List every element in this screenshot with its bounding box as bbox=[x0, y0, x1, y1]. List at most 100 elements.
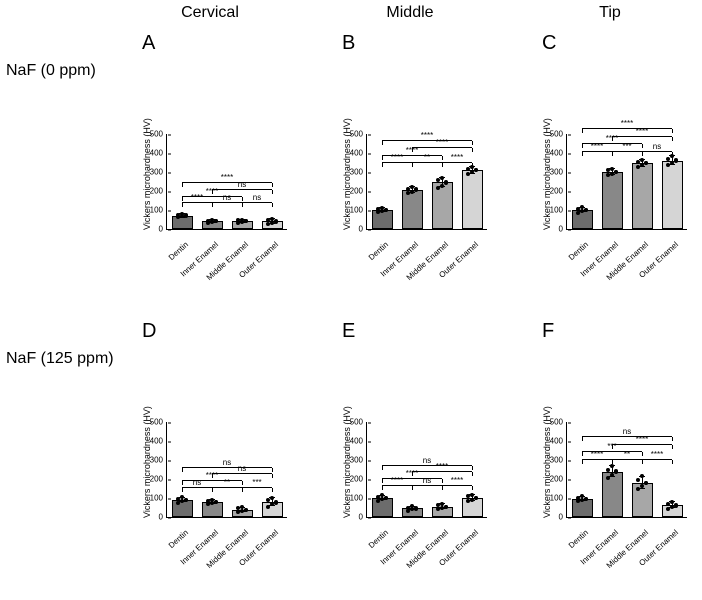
sig-label: ns bbox=[253, 193, 261, 202]
y-tick: 500 bbox=[150, 130, 167, 139]
sig-bracket-tick bbox=[472, 486, 473, 490]
sig-bracket bbox=[242, 202, 272, 203]
data-point bbox=[440, 176, 444, 180]
y-tick: 300 bbox=[550, 456, 567, 465]
y-tick: 300 bbox=[350, 168, 367, 177]
sig-bracket-tick bbox=[442, 156, 443, 160]
sig-bracket bbox=[582, 451, 642, 452]
plot-area: 0100200300400500*****************ns bbox=[566, 422, 687, 518]
data-point bbox=[606, 468, 610, 472]
sig-bracket bbox=[412, 485, 442, 486]
data-point bbox=[214, 500, 218, 504]
sig-bracket bbox=[182, 480, 242, 481]
data-point bbox=[244, 219, 248, 223]
y-tick: 500 bbox=[350, 418, 367, 427]
plot-area: 0100200300400500****ns************ns bbox=[366, 422, 487, 518]
data-point bbox=[644, 481, 648, 485]
y-tick: 300 bbox=[150, 168, 167, 177]
y-tick: 300 bbox=[550, 168, 567, 177]
x-category-label: Dentin bbox=[367, 240, 390, 262]
sig-label: **** bbox=[451, 153, 463, 162]
sig-bracket bbox=[182, 202, 212, 203]
y-tick: 200 bbox=[550, 187, 567, 196]
sig-bracket-tick bbox=[212, 474, 213, 478]
sig-label: ns bbox=[223, 193, 231, 202]
sig-bracket-tick bbox=[242, 481, 243, 485]
x-category-label: Dentin bbox=[367, 528, 390, 550]
sig-bracket-tick bbox=[182, 488, 183, 492]
y-tick: 100 bbox=[150, 494, 167, 503]
data-point bbox=[610, 464, 614, 468]
sig-label: **** bbox=[621, 119, 633, 128]
y-tick: 300 bbox=[350, 456, 367, 465]
data-point bbox=[610, 473, 614, 477]
sig-bracket-tick bbox=[582, 152, 583, 156]
col-header-middle: Middle bbox=[320, 4, 500, 22]
panel-F: F0100200300400500*****************nsVick… bbox=[520, 320, 702, 580]
sig-bracket-tick bbox=[272, 183, 273, 187]
sig-bracket bbox=[582, 143, 642, 144]
data-point bbox=[274, 501, 278, 505]
sig-label: **** bbox=[221, 173, 233, 182]
y-axis-label: Vickers microhardness (HV) bbox=[542, 118, 552, 230]
sig-label: **** bbox=[651, 450, 663, 459]
plot-area: 0100200300400500********************** bbox=[366, 134, 487, 230]
y-tick: 0 bbox=[359, 225, 367, 234]
sig-label: ns bbox=[423, 456, 431, 465]
data-point bbox=[640, 474, 644, 478]
panel-letter: E bbox=[342, 320, 355, 343]
y-tick: 400 bbox=[550, 149, 567, 158]
bar bbox=[602, 472, 623, 517]
sig-bracket bbox=[182, 196, 242, 197]
y-tick: 100 bbox=[350, 206, 367, 215]
sig-bracket bbox=[412, 471, 472, 472]
sig-bracket bbox=[382, 140, 472, 141]
sig-label: **** bbox=[451, 476, 463, 485]
sig-bracket bbox=[382, 155, 442, 156]
sig-bracket-tick bbox=[612, 445, 613, 449]
data-point bbox=[270, 496, 274, 500]
data-point bbox=[384, 496, 388, 500]
sig-bracket bbox=[382, 465, 472, 466]
y-tick: 100 bbox=[350, 494, 367, 503]
sig-bracket-tick bbox=[642, 452, 643, 456]
sig-bracket-tick bbox=[472, 472, 473, 476]
sig-bracket-tick bbox=[382, 466, 383, 470]
y-tick: 0 bbox=[559, 225, 567, 234]
sig-label: *** bbox=[252, 478, 261, 487]
sig-bracket bbox=[212, 189, 272, 190]
sig-bracket-tick bbox=[582, 129, 583, 133]
sig-bracket bbox=[612, 444, 672, 445]
y-tick: 100 bbox=[550, 494, 567, 503]
y-tick: 0 bbox=[359, 513, 367, 522]
sig-bracket-tick bbox=[382, 163, 383, 167]
bar bbox=[662, 161, 683, 229]
sig-bracket-tick bbox=[182, 183, 183, 187]
y-tick: 200 bbox=[150, 475, 167, 484]
y-tick: 500 bbox=[550, 130, 567, 139]
figure-root: Cervical Middle Tip NaF (0 ppm) NaF (125… bbox=[0, 0, 702, 600]
data-point bbox=[414, 507, 418, 511]
sig-label: ns bbox=[223, 458, 231, 467]
sig-bracket-tick bbox=[672, 137, 673, 141]
sig-label: ns bbox=[653, 142, 661, 151]
y-tick: 100 bbox=[550, 206, 567, 215]
col-header-tip: Tip bbox=[520, 4, 700, 22]
sig-bracket bbox=[382, 478, 442, 479]
sig-bracket bbox=[212, 202, 242, 203]
sig-label: **** bbox=[421, 131, 433, 140]
plot-area: 0100200300400500****nsns****ns**** bbox=[166, 134, 287, 230]
data-point bbox=[244, 508, 248, 512]
y-tick: 500 bbox=[550, 418, 567, 427]
sig-bracket-tick bbox=[182, 203, 183, 207]
sig-label: ns bbox=[238, 180, 246, 189]
sig-label: **** bbox=[391, 476, 403, 485]
sig-bracket-tick bbox=[412, 163, 413, 167]
sig-bracket-tick bbox=[642, 144, 643, 148]
x-category-label: Dentin bbox=[167, 240, 190, 262]
sig-bracket bbox=[582, 151, 612, 152]
panel-letter: F bbox=[542, 320, 554, 343]
panel-letter: D bbox=[142, 320, 156, 343]
data-point bbox=[644, 161, 648, 165]
data-point bbox=[184, 498, 188, 502]
